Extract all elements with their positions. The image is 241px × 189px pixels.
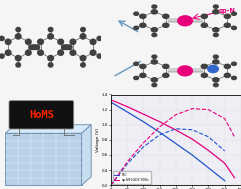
Circle shape xyxy=(151,60,157,64)
Circle shape xyxy=(224,23,230,27)
Circle shape xyxy=(224,73,230,77)
Circle shape xyxy=(232,12,236,15)
Circle shape xyxy=(70,39,76,44)
Circle shape xyxy=(140,14,146,18)
Circle shape xyxy=(58,39,64,44)
Circle shape xyxy=(62,45,67,50)
Circle shape xyxy=(152,5,157,8)
Circle shape xyxy=(163,64,169,68)
Circle shape xyxy=(80,56,86,61)
Circle shape xyxy=(214,5,218,8)
Circle shape xyxy=(140,64,146,68)
Text: HoMS: HoMS xyxy=(29,110,54,120)
Circle shape xyxy=(90,39,96,44)
Circle shape xyxy=(151,10,157,14)
Circle shape xyxy=(70,50,76,55)
Circle shape xyxy=(81,27,85,32)
Circle shape xyxy=(134,62,139,65)
Circle shape xyxy=(201,64,208,68)
Circle shape xyxy=(31,45,36,50)
Circle shape xyxy=(232,62,236,65)
Circle shape xyxy=(214,55,218,58)
Circle shape xyxy=(48,56,54,61)
Circle shape xyxy=(201,23,208,27)
Circle shape xyxy=(48,63,53,67)
Circle shape xyxy=(224,14,230,18)
Circle shape xyxy=(0,54,4,58)
Legend: PtC, sp-NFLGDY-900s: PtC, sp-NFLGDY-900s xyxy=(113,171,151,184)
Circle shape xyxy=(214,33,218,37)
Circle shape xyxy=(5,50,11,55)
Circle shape xyxy=(16,63,20,67)
Circle shape xyxy=(35,45,40,50)
Circle shape xyxy=(58,50,64,55)
Circle shape xyxy=(48,27,53,32)
Circle shape xyxy=(48,34,54,39)
Circle shape xyxy=(134,12,139,15)
Circle shape xyxy=(224,64,230,68)
Circle shape xyxy=(201,14,208,18)
Circle shape xyxy=(151,78,157,82)
Circle shape xyxy=(97,36,102,40)
Circle shape xyxy=(0,36,4,40)
Circle shape xyxy=(16,27,20,32)
Circle shape xyxy=(26,39,31,44)
Circle shape xyxy=(29,45,34,50)
Y-axis label: Voltage (V): Voltage (V) xyxy=(96,128,100,152)
Circle shape xyxy=(97,54,102,58)
Circle shape xyxy=(33,45,38,50)
Circle shape xyxy=(163,23,169,27)
Circle shape xyxy=(152,83,157,87)
Circle shape xyxy=(134,76,139,80)
Circle shape xyxy=(214,83,218,87)
Circle shape xyxy=(15,34,21,39)
Circle shape xyxy=(201,73,208,77)
Circle shape xyxy=(163,14,169,18)
Circle shape xyxy=(213,60,219,64)
Circle shape xyxy=(65,45,70,50)
Circle shape xyxy=(213,78,219,82)
Text: sp-N: sp-N xyxy=(219,8,235,14)
Circle shape xyxy=(213,28,219,32)
Polygon shape xyxy=(82,125,91,185)
Circle shape xyxy=(178,66,192,76)
Circle shape xyxy=(80,34,86,39)
Circle shape xyxy=(26,50,31,55)
Circle shape xyxy=(134,26,139,29)
Circle shape xyxy=(213,10,219,14)
Circle shape xyxy=(67,45,72,50)
Circle shape xyxy=(140,73,146,77)
Circle shape xyxy=(38,39,43,44)
Circle shape xyxy=(5,39,11,44)
Circle shape xyxy=(63,45,68,50)
Circle shape xyxy=(208,65,218,73)
Circle shape xyxy=(152,55,157,58)
Circle shape xyxy=(232,76,236,80)
Polygon shape xyxy=(5,125,91,133)
Circle shape xyxy=(151,28,157,32)
FancyBboxPatch shape xyxy=(9,101,74,129)
Polygon shape xyxy=(5,133,82,185)
Circle shape xyxy=(90,50,96,55)
Circle shape xyxy=(178,16,192,26)
Circle shape xyxy=(163,73,169,77)
Circle shape xyxy=(232,26,236,29)
Circle shape xyxy=(15,56,21,61)
Circle shape xyxy=(38,50,43,55)
Circle shape xyxy=(81,63,85,67)
Circle shape xyxy=(152,33,157,37)
Circle shape xyxy=(140,23,146,27)
